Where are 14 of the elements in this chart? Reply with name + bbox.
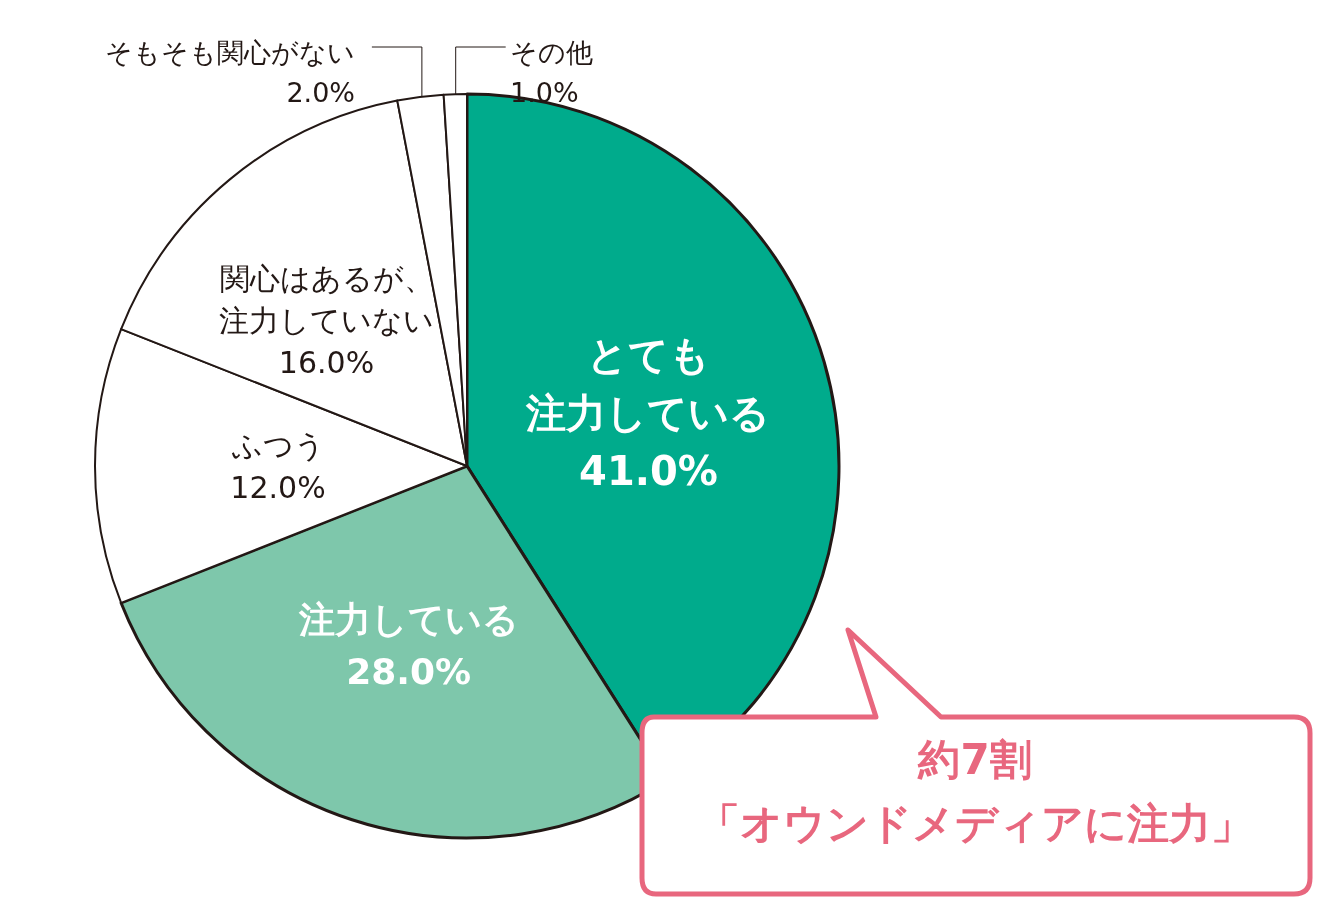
slice-label: 関心はあるが、注力していない [219, 260, 435, 338]
slice-label: その他 [510, 36, 593, 68]
slice-label: そもそも関心がない [105, 36, 355, 68]
data-label: 16.0% [278, 344, 375, 380]
slice-label: とても注力している [525, 332, 771, 437]
text: 「オウンドメディアに注力」 [696, 798, 1254, 850]
slice-label: 注力している [297, 599, 519, 641]
data-label: 1.0% [510, 76, 579, 108]
data-label: 12.0% [230, 469, 326, 505]
slice-label: ふつう [230, 427, 325, 463]
data-label: 41.0% [579, 448, 718, 495]
text: 約7割 [916, 734, 1033, 786]
data-label: 2.0% [286, 76, 355, 108]
data-label: 28.0% [346, 651, 472, 693]
